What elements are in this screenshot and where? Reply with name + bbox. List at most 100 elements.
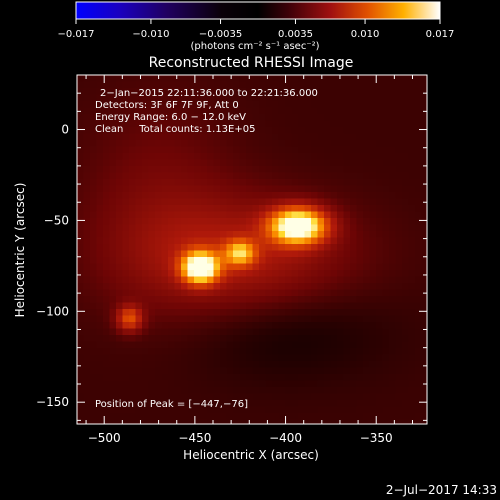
heatmap-cell	[278, 289, 286, 297]
heatmap-cell	[122, 172, 130, 180]
heatmap-cell	[116, 75, 124, 83]
heatmap-cell	[330, 205, 338, 213]
heatmap-cell	[324, 153, 332, 161]
heatmap-cell	[90, 328, 98, 336]
heatmap-cell	[213, 133, 221, 141]
heatmap-cell	[148, 94, 156, 102]
heatmap-cell	[226, 309, 234, 317]
heatmap-cell	[252, 341, 260, 349]
heatmap-cell	[194, 257, 202, 265]
heatmap-cell	[408, 218, 416, 226]
heatmap-cell	[200, 302, 208, 310]
heatmap-cell	[402, 211, 410, 219]
heatmap-cell	[356, 179, 364, 187]
heatmap-cell	[83, 231, 91, 239]
heatmap-cell	[246, 244, 254, 252]
heatmap-cell	[239, 192, 247, 200]
heatmap-cell	[168, 75, 176, 83]
heatmap-cell	[174, 270, 182, 278]
heatmap-cell	[415, 283, 423, 291]
heatmap-cell	[187, 270, 195, 278]
heatmap-cell	[116, 315, 124, 323]
heatmap-cell	[356, 231, 364, 239]
heatmap-cell	[408, 270, 416, 278]
heatmap-cell	[330, 224, 338, 232]
heatmap-cell	[265, 75, 273, 83]
heatmap-cell	[356, 289, 364, 297]
heatmap-cell	[350, 257, 358, 265]
heatmap-cell	[304, 276, 312, 284]
heatmap-cell	[317, 387, 325, 395]
heatmap-cell	[395, 81, 403, 89]
heatmap-cell	[148, 205, 156, 213]
heatmap-cell	[148, 302, 156, 310]
heatmap-cell	[187, 354, 195, 362]
heatmap-cell	[272, 380, 280, 388]
heatmap-cell	[207, 270, 215, 278]
heatmap-cell	[395, 257, 403, 265]
heatmap-cell	[285, 107, 293, 115]
heatmap-cell	[187, 94, 195, 102]
heatmap-cell	[168, 211, 176, 219]
heatmap-cell	[389, 361, 397, 369]
heatmap-cell	[103, 166, 111, 174]
heatmap-cell	[90, 257, 98, 265]
heatmap-cell	[174, 192, 182, 200]
heatmap-cell	[233, 231, 241, 239]
heatmap-cell	[311, 348, 319, 356]
heatmap-cell	[103, 127, 111, 135]
heatmap-cell	[246, 361, 254, 369]
heatmap-cell	[369, 387, 377, 395]
heatmap-cell	[207, 133, 215, 141]
heatmap-cell	[103, 185, 111, 193]
heatmap-cell	[337, 289, 345, 297]
heatmap-cell	[109, 367, 117, 375]
heatmap-cell	[194, 153, 202, 161]
heatmap-cell	[155, 146, 163, 154]
heatmap-cell	[337, 322, 345, 330]
heatmap-cell	[369, 270, 377, 278]
heatmap-cell	[311, 302, 319, 310]
heatmap-cell	[200, 380, 208, 388]
heatmap-cell	[181, 296, 189, 304]
heatmap-cell	[161, 159, 169, 167]
heatmap-cell	[317, 179, 325, 187]
heatmap-cell	[382, 302, 390, 310]
heatmap-cell	[116, 374, 124, 382]
heatmap-cell	[259, 140, 267, 148]
heatmap-cell	[291, 335, 299, 343]
heatmap-cell	[129, 257, 137, 265]
heatmap-cell	[155, 263, 163, 271]
heatmap-cell	[142, 231, 150, 239]
heatmap-cell	[220, 205, 228, 213]
heatmap-cell	[148, 400, 156, 408]
heatmap-cell	[311, 322, 319, 330]
heatmap-cell	[220, 198, 228, 206]
heatmap-cell	[272, 406, 280, 414]
heatmap-cell	[122, 237, 130, 245]
heatmap-cell	[395, 341, 403, 349]
heatmap-cell	[252, 276, 260, 284]
heatmap-cell	[311, 81, 319, 89]
heatmap-cell	[174, 94, 182, 102]
heatmap-cell	[330, 244, 338, 252]
heatmap-cell	[194, 322, 202, 330]
heatmap-cell	[337, 218, 345, 226]
heatmap-cell	[408, 237, 416, 245]
heatmap-cell	[116, 114, 124, 122]
heatmap-cell	[408, 406, 416, 414]
heatmap-cell	[246, 198, 254, 206]
heatmap-cell	[402, 107, 410, 115]
heatmap-cell	[116, 354, 124, 362]
heatmap-cell	[402, 224, 410, 232]
heatmap-cell	[103, 257, 111, 265]
heatmap-cell	[122, 231, 130, 239]
heatmap-cell	[174, 81, 182, 89]
heatmap-cell	[363, 231, 371, 239]
heatmap-cell	[148, 309, 156, 317]
heatmap-cell	[181, 361, 189, 369]
heatmap-cell	[337, 101, 345, 109]
heatmap-cell	[330, 94, 338, 102]
heatmap-cell	[77, 263, 85, 271]
